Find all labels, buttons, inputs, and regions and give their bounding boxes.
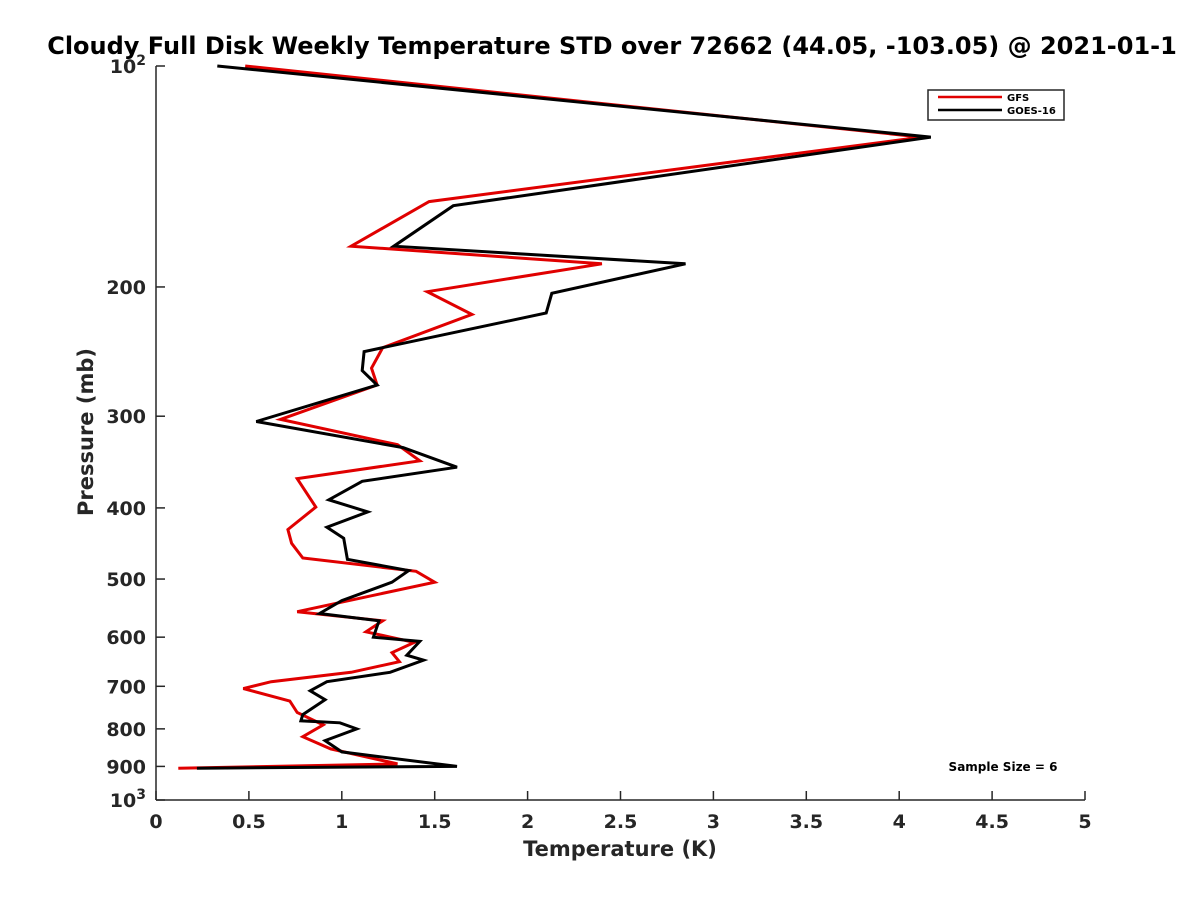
y-tick-label: 200 [106,277,146,299]
x-tick-label: 2.5 [604,811,638,833]
y-tick-label: 500 [106,569,146,591]
x-tick-label: 4 [893,811,906,833]
x-tick-label: 1 [335,811,348,833]
x-tick-label: 1.5 [418,811,452,833]
x-tick-label: 3.5 [789,811,823,833]
x-tick-label: 0.5 [232,811,266,833]
y-tick-label: 700 [106,676,146,698]
x-tick-label: 2 [521,811,534,833]
series-line-gfs [178,64,922,770]
series-line-goes16 [196,64,932,770]
y-tick-label: 400 [106,498,146,520]
y-tick-label: 800 [106,719,146,741]
legend-label-goes16: GOES-16 [1007,106,1056,117]
x-axis-label: Temperature (K) [523,837,717,861]
y-decade-label: 103 [110,787,146,812]
chart-title: Cloudy Full Disk Weekly Temperature STD … [47,32,1177,60]
x-tick-label: 5 [1078,811,1091,833]
x-tick-label: 4.5 [975,811,1009,833]
y-tick-label: 900 [106,756,146,778]
y-decade-label: 102 [110,53,146,78]
legend-label-gfs: GFS [1007,93,1029,104]
y-tick-label: 600 [106,627,146,649]
series-layer [178,64,932,770]
x-tick-label: 0 [149,811,162,833]
sample-size-annotation: Sample Size = 6 [949,760,1058,774]
y-axis-label: Pressure (mb) [74,348,98,516]
legend: GFS GOES-16 [927,89,1065,121]
legend-box [927,89,1065,121]
y-tick-label: 300 [106,406,146,428]
axes: 0 0.5 1 1.5 2 2.5 3 3.5 4 4.5 5 200 300 400 500 600 700 8… [106,53,1091,833]
x-tick-label: 3 [707,811,720,833]
